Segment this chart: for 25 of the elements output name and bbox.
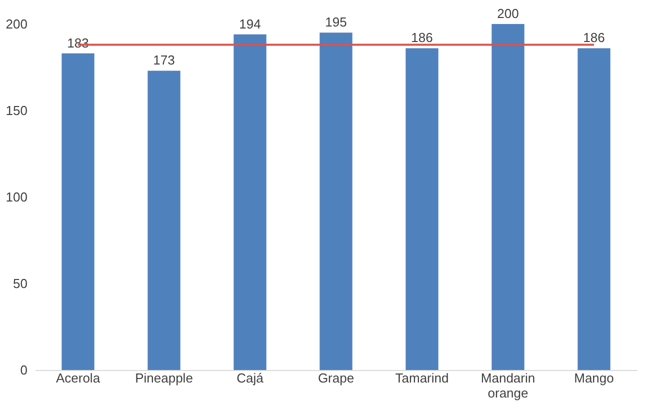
x-tick-label: Tamarind [395,370,449,386]
data-label: 194 [239,16,261,32]
bar [234,34,266,370]
bar [492,24,524,370]
data-label: 200 [497,6,519,21]
bar [62,53,94,370]
y-tick-label: 50 [13,276,28,291]
data-label: 195 [325,14,347,30]
y-tick-label: 0 [20,362,28,378]
x-tick-label: Mango [574,370,614,386]
x-tick-label: Mandarin orange [480,370,536,400]
x-tick-label: Acerola [56,370,101,386]
data-label: 186 [583,30,605,46]
x-tick-label: Pineapple [135,370,193,386]
bar [406,48,438,370]
y-tick-label: 100 [6,190,28,204]
y-tick-label: 150 [6,103,28,118]
x-tick-label: Grape [318,370,354,386]
bar [320,32,352,370]
bar [148,70,180,370]
bar [578,48,610,370]
x-tick-label: Cajá [236,370,264,386]
data-label: 186 [411,30,433,46]
data-label: 173 [153,52,175,68]
y-tick-label: 200 [6,16,28,32]
